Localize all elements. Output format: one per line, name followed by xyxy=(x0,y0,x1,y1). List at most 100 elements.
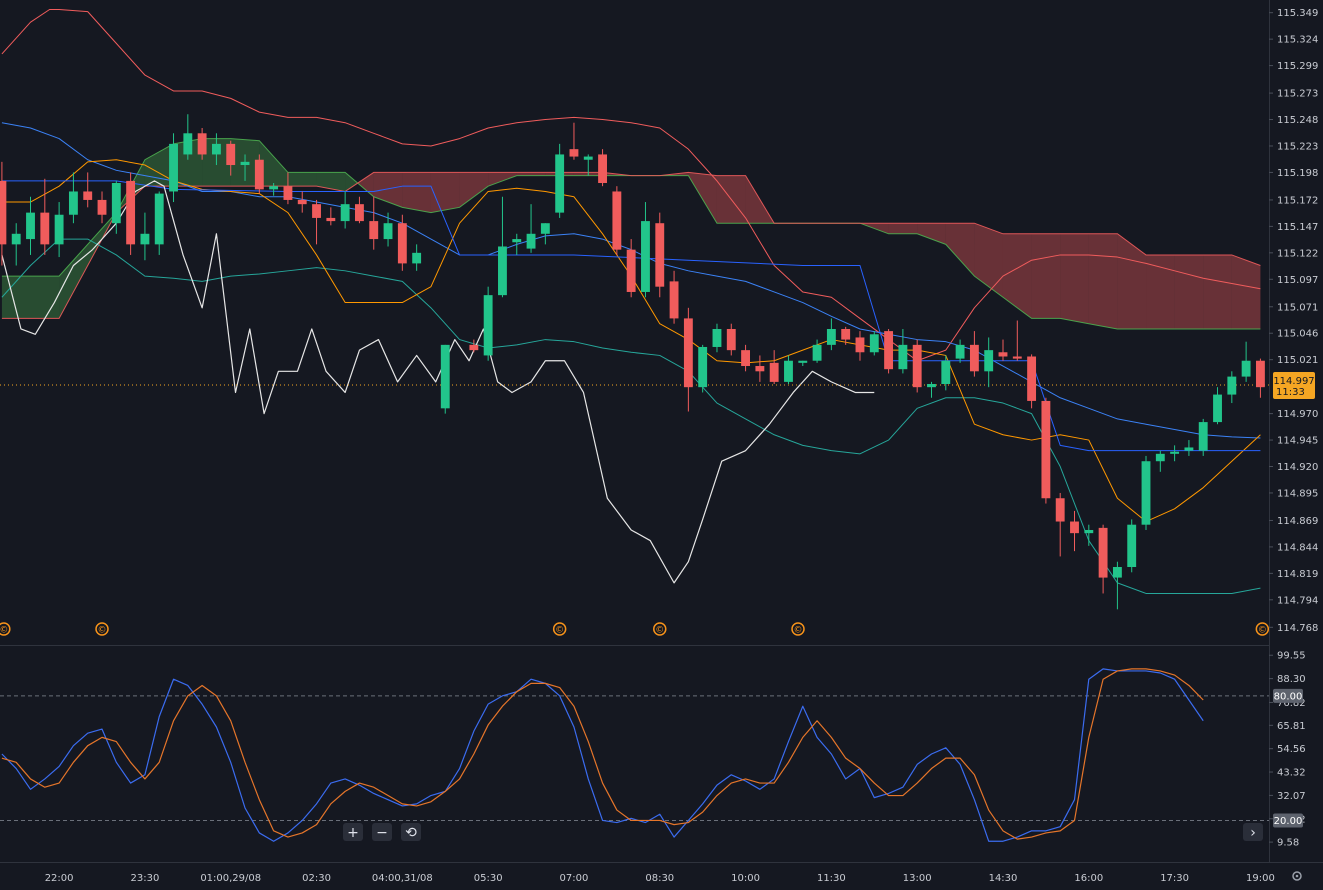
candle-body xyxy=(555,154,565,213)
candle-body xyxy=(297,199,307,205)
candle xyxy=(169,133,178,203)
price-tick-label: 115.147 xyxy=(1277,222,1318,233)
time-axis[interactable]: 22:00 23:30 01:00,29/08 02:30 04:00,31/08 05:… xyxy=(45,873,1275,884)
event-marker-ring xyxy=(1255,622,1269,636)
candle xyxy=(784,355,793,384)
candle xyxy=(769,350,779,384)
event-marker-label: © xyxy=(794,626,803,636)
price-tick-label: 115.349 xyxy=(1277,8,1318,19)
last-price-value: 114.997 xyxy=(1273,376,1314,387)
candle-body xyxy=(583,156,593,160)
candle xyxy=(641,202,650,298)
candle xyxy=(1141,455,1151,530)
price-tick-label: 115.172 xyxy=(1277,195,1318,206)
candle-body xyxy=(369,221,379,240)
event-marker[interactable]: © xyxy=(791,622,805,636)
candle-body xyxy=(169,143,178,192)
event-marker-label: © xyxy=(555,626,564,636)
price-tick-label: 115.046 xyxy=(1277,329,1318,340)
price-pane[interactable]: © © © © © © xyxy=(0,9,1279,636)
candle xyxy=(1241,341,1251,382)
cloud-segment xyxy=(516,172,546,176)
price-tick-label: 115.071 xyxy=(1277,302,1318,313)
candle xyxy=(1227,371,1237,404)
candle-body xyxy=(269,186,279,190)
event-marker-ring xyxy=(95,622,109,636)
candle-body xyxy=(340,204,350,222)
candle-body xyxy=(1141,461,1151,525)
candle xyxy=(726,323,736,356)
candle xyxy=(11,223,21,266)
gear-icon-hub xyxy=(1295,874,1299,878)
event-marker[interactable]: © xyxy=(1255,622,1269,636)
candle xyxy=(1041,397,1051,504)
cloud-segment xyxy=(1088,233,1118,329)
settings-button[interactable] xyxy=(1292,871,1302,881)
price-tick-label: 115.097 xyxy=(1277,275,1318,286)
event-marker[interactable]: © xyxy=(552,622,567,636)
candle-body xyxy=(898,344,908,370)
lagging-span-line xyxy=(1,180,875,584)
zoom-in-button[interactable]: + xyxy=(343,823,363,841)
event-marker[interactable]: © xyxy=(0,622,11,636)
candle-body xyxy=(54,214,64,245)
candle-body xyxy=(669,281,679,319)
candle-body xyxy=(1055,498,1065,522)
cloud-segment xyxy=(1117,233,1147,329)
candle xyxy=(154,191,164,255)
price-tick-label: 115.223 xyxy=(1277,141,1318,152)
candle-body xyxy=(1198,422,1208,451)
stochastic-levels xyxy=(0,695,1269,821)
event-marker[interactable]: © xyxy=(653,622,667,636)
cloud-segment xyxy=(430,172,460,213)
scroll-to-realtime-button[interactable]: › xyxy=(1243,823,1263,841)
price-axis[interactable]: 115.349 115.324 115.299 115.273 115.248 115.2… xyxy=(1269,8,1318,634)
candle xyxy=(83,172,93,208)
zoom-out-button[interactable]: − xyxy=(372,823,392,841)
stochastic-tick-label: 32.07 xyxy=(1277,791,1306,802)
candle xyxy=(483,286,493,361)
event-markers[interactable]: © © © © © © xyxy=(0,622,1269,636)
price-tick-label: 115.248 xyxy=(1277,115,1318,126)
candle xyxy=(326,207,336,226)
candle-body xyxy=(412,252,422,264)
time-tick-label: 17:30 xyxy=(1160,873,1189,884)
stochastic-axis[interactable]: 99.5588.3076.8265.8154.5643.3232.0720.82… xyxy=(1269,651,1306,849)
time-tick-label: 10:00 xyxy=(731,873,760,884)
price-tick-label: 114.768 xyxy=(1277,623,1318,634)
candle xyxy=(40,178,50,255)
candle xyxy=(26,196,35,255)
candle xyxy=(269,183,279,196)
stochastic-pane[interactable] xyxy=(0,668,1269,842)
event-marker[interactable]: © xyxy=(95,622,109,636)
candle-body xyxy=(698,346,708,388)
candle xyxy=(884,328,894,374)
candle xyxy=(555,143,565,218)
price-tick-label: 114.869 xyxy=(1277,516,1318,527)
candle xyxy=(498,196,507,298)
stochastic-tick-label: 43.32 xyxy=(1277,768,1306,779)
candle xyxy=(383,212,393,247)
candle-body xyxy=(869,334,879,353)
time-tick-label: 23:30 xyxy=(131,873,160,884)
candle xyxy=(626,239,636,298)
candle xyxy=(97,191,107,224)
candle-body xyxy=(955,344,965,359)
candle-body xyxy=(240,161,250,166)
candle xyxy=(569,122,579,160)
candle xyxy=(969,331,979,377)
time-tick-label: 19:00 xyxy=(1246,873,1275,884)
candle-body xyxy=(183,133,193,155)
stochastic-d-line xyxy=(1,668,1204,840)
candle-body xyxy=(383,223,393,240)
candle-body xyxy=(884,331,894,370)
reset-chart-button[interactable]: ⟲ xyxy=(401,823,421,841)
bar-countdown: 11:33 xyxy=(1276,387,1305,398)
candle-body xyxy=(111,183,121,224)
candle xyxy=(1070,510,1079,552)
cloud-segment xyxy=(1174,254,1204,329)
event-marker-ring xyxy=(653,622,667,636)
cloud-segment xyxy=(459,172,489,208)
candle-body xyxy=(469,344,479,351)
